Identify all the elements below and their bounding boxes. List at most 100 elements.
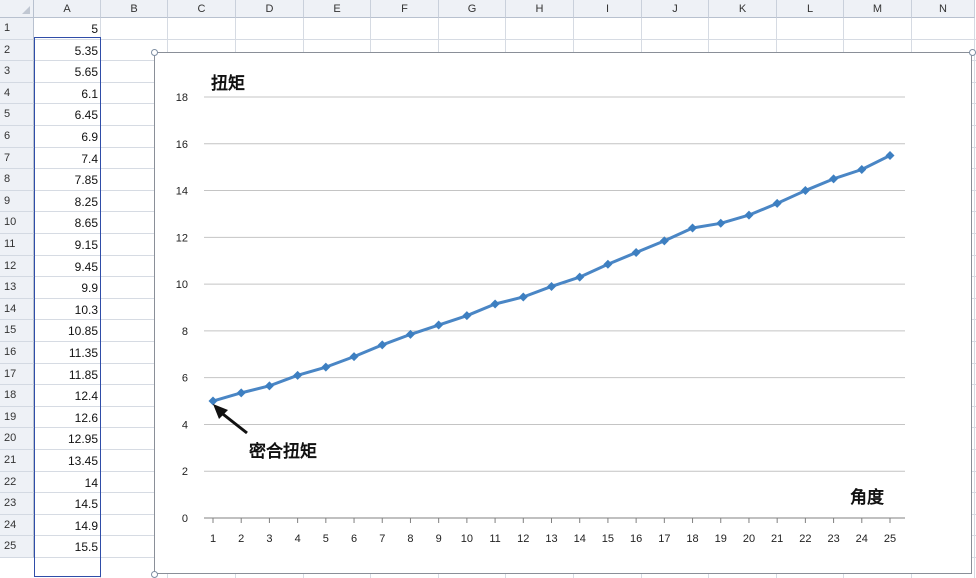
data-point (518, 292, 528, 302)
row-header-17[interactable]: 17 (0, 363, 34, 386)
column-header-c[interactable]: C (168, 0, 236, 18)
chart-resize-handle-top-left[interactable] (151, 49, 158, 56)
cell-a15[interactable]: 10.85 (67, 324, 98, 339)
column-header-k[interactable]: K (709, 0, 777, 18)
chart-resize-handle-bottom-left[interactable] (151, 571, 158, 578)
cell-a24[interactable]: 14.9 (74, 518, 98, 533)
data-point (321, 362, 331, 372)
row-header-24[interactable]: 24 (0, 514, 34, 537)
row-header-2[interactable]: 2 (0, 39, 34, 62)
data-point (744, 210, 754, 220)
column-header-g[interactable]: G (439, 0, 506, 18)
cell-a3[interactable]: 5.65 (74, 65, 98, 80)
y-axis-title: 扭矩 (211, 73, 245, 93)
line-chart[interactable]: 扭矩 角度 0 2 4 6 8 10 12 14 16 18 1 2 3 4 5 6 7 8 9 10 11 12 13 1… (154, 52, 972, 574)
cell-a20[interactable]: 12.95 (67, 432, 98, 447)
row-header-22[interactable]: 22 (0, 471, 34, 494)
x-tick-label: 6 (351, 533, 357, 545)
data-point (575, 272, 585, 282)
cell-a11[interactable]: 9.15 (74, 238, 98, 252)
row-header-1[interactable]: 1 (0, 18, 34, 40)
cell-a10[interactable]: 8.65 (74, 216, 98, 231)
x-tick-label: 8 (407, 533, 413, 545)
column-header-e[interactable]: E (304, 0, 371, 18)
column-header-n[interactable]: N (912, 0, 975, 18)
x-tick-label: 18 (686, 533, 698, 545)
row-header-16[interactable]: 16 (0, 342, 34, 364)
row-header-19[interactable]: 19 (0, 406, 34, 429)
column-header-m[interactable]: M (844, 0, 912, 18)
cell-a8[interactable]: 7.85 (74, 173, 98, 188)
row-header-13[interactable]: 13 (0, 277, 34, 299)
row-header-5[interactable]: 5 (0, 104, 34, 126)
column-header-i[interactable]: I (574, 0, 642, 18)
cell-a23[interactable]: 14.5 (74, 497, 98, 512)
x-tick-label: 23 (827, 533, 839, 545)
cell-a7[interactable]: 7.4 (81, 151, 98, 166)
column-header-b[interactable]: B (101, 0, 168, 18)
cell-a19[interactable]: 12.6 (74, 410, 98, 425)
column-header-a[interactable]: A (34, 0, 101, 18)
cell-a1[interactable]: 5 (91, 22, 98, 36)
row-header-9[interactable]: 9 (0, 190, 34, 213)
cell-a6[interactable]: 6.9 (81, 130, 98, 144)
cell-a14[interactable]: 10.3 (74, 302, 98, 317)
annotation-label: 密合扭矩 (249, 441, 317, 461)
chart-resize-handle-top-right[interactable] (969, 49, 976, 56)
cell-a16[interactable]: 11.35 (68, 346, 98, 360)
cell-a17[interactable]: 11.85 (68, 367, 98, 382)
row-header-20[interactable]: 20 (0, 428, 34, 450)
column-header-j[interactable]: J (642, 0, 709, 18)
selected-range-a1-a25[interactable] (34, 37, 101, 577)
select-all-corner[interactable] (0, 0, 34, 18)
cell-a2[interactable]: 5.35 (74, 43, 98, 58)
row-header-23[interactable]: 23 (0, 493, 34, 515)
cell-a21[interactable]: 13.45 (67, 454, 98, 468)
data-point (490, 299, 500, 309)
row-header-15[interactable]: 15 (0, 320, 34, 342)
row-header-7[interactable]: 7 (0, 147, 34, 170)
annotation-arrow (218, 409, 248, 435)
column-header-l[interactable]: L (777, 0, 844, 18)
annotation: 密合扭矩 (213, 404, 317, 461)
y-tick-label: 12 (176, 232, 188, 244)
x-tick-label: 13 (545, 533, 557, 545)
annotation-arrowhead (213, 404, 228, 419)
x-tick-label: 12 (517, 533, 529, 545)
data-point (236, 388, 246, 398)
x-tick-label: 11 (489, 533, 500, 545)
data-point (603, 259, 613, 269)
row-header-8[interactable]: 8 (0, 169, 34, 191)
column-header-d[interactable]: D (236, 0, 304, 18)
column-header-f[interactable]: F (371, 0, 439, 18)
cell-a25[interactable]: 15.5 (74, 540, 98, 555)
column-header-h[interactable]: H (506, 0, 574, 18)
data-point (716, 218, 726, 228)
x-tick-label: 21 (771, 533, 783, 545)
data-point (631, 248, 641, 258)
row-header-11[interactable]: 11 (0, 234, 34, 256)
row-header-18[interactable]: 18 (0, 385, 34, 407)
x-tick-label: 16 (630, 533, 642, 545)
cell-a4[interactable]: 6.1 (81, 86, 98, 101)
row-header-10[interactable]: 10 (0, 212, 34, 234)
row-gridline (34, 38, 976, 40)
row-header-6[interactable]: 6 (0, 126, 34, 148)
row-header-21[interactable]: 21 (0, 450, 34, 472)
row-header-12[interactable]: 12 (0, 255, 34, 278)
row-header-14[interactable]: 14 (0, 298, 34, 321)
cell-a9[interactable]: 8.25 (74, 194, 98, 209)
cell-a12[interactable]: 9.45 (74, 259, 98, 274)
x-tick-label: 10 (461, 533, 473, 545)
cell-a18[interactable]: 12.4 (74, 389, 98, 404)
y-tick-label: 6 (182, 373, 188, 385)
row-header-25[interactable]: 25 (0, 536, 34, 558)
cell-a13[interactable]: 9.9 (81, 281, 98, 296)
cell-a5[interactable]: 6.45 (74, 108, 98, 123)
row-header-3[interactable]: 3 (0, 61, 34, 83)
cell-a22[interactable]: 14 (84, 475, 98, 490)
row-header-4[interactable]: 4 (0, 82, 34, 105)
x-tick-label: 24 (856, 533, 868, 545)
x-tick-label: 22 (799, 533, 811, 545)
